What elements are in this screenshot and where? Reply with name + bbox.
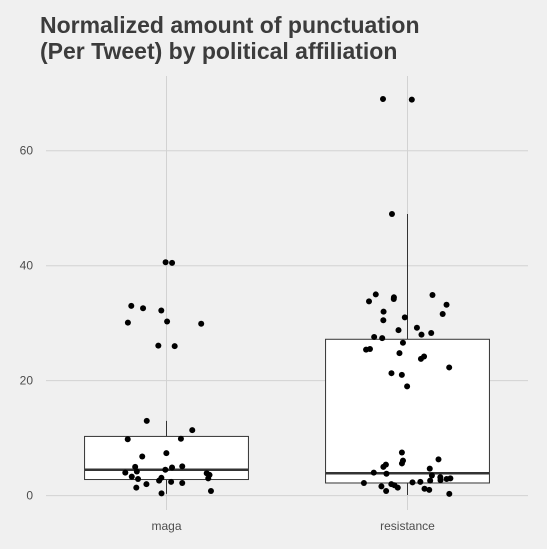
data-point-maga-7 xyxy=(198,320,205,327)
data-point-maga-26 xyxy=(205,475,212,482)
data-point-resistance-38 xyxy=(428,472,435,479)
data-point-resistance-29 xyxy=(398,449,405,456)
data-point-resistance-2 xyxy=(388,210,395,217)
data-point-maga-24 xyxy=(128,473,135,480)
data-point-resistance-28 xyxy=(404,383,411,390)
data-point-resistance-9 xyxy=(380,308,387,315)
data-point-maga-1 xyxy=(169,259,176,266)
x-tick-label-maga: maga xyxy=(151,519,181,533)
box-resistance xyxy=(325,338,490,484)
data-point-maga-9 xyxy=(155,342,162,349)
data-point-resistance-10 xyxy=(439,310,446,317)
data-point-resistance-44 xyxy=(417,478,424,485)
data-point-maga-2 xyxy=(128,302,135,309)
data-point-maga-19 xyxy=(162,466,169,473)
data-point-maga-6 xyxy=(124,319,131,326)
data-point-resistance-25 xyxy=(446,364,453,371)
chart-title-line-1: Normalized amount of punctuation xyxy=(40,12,420,38)
data-point-resistance-16 xyxy=(418,331,425,338)
data-point-resistance-32 xyxy=(398,460,405,467)
data-point-resistance-34 xyxy=(380,463,387,470)
data-point-resistance-8 xyxy=(443,301,450,308)
data-point-resistance-53 xyxy=(383,488,390,495)
data-point-maga-28 xyxy=(156,477,163,484)
data-point-resistance-12 xyxy=(380,317,387,324)
data-point-resistance-21 xyxy=(363,346,370,353)
data-point-maga-27 xyxy=(135,475,142,482)
chart-title: Normalized amount of punctuation (Per Tw… xyxy=(40,12,540,64)
data-point-resistance-11 xyxy=(401,314,408,321)
data-point-maga-16 xyxy=(179,463,186,470)
data-point-resistance-42 xyxy=(437,477,444,484)
data-point-maga-14 xyxy=(163,450,170,457)
data-point-resistance-30 xyxy=(435,456,442,463)
data-point-resistance-24 xyxy=(417,355,424,362)
data-point-resistance-36 xyxy=(370,469,377,476)
data-point-maga-0 xyxy=(162,259,169,266)
data-point-resistance-37 xyxy=(383,470,390,477)
data-point-maga-13 xyxy=(124,436,131,443)
data-point-maga-21 xyxy=(122,469,129,476)
data-point-resistance-52 xyxy=(426,486,433,493)
data-point-resistance-35 xyxy=(426,465,433,472)
data-point-resistance-43 xyxy=(427,477,434,484)
data-point-resistance-45 xyxy=(409,479,416,486)
data-point-resistance-49 xyxy=(378,483,385,490)
data-point-maga-5 xyxy=(164,318,171,325)
data-point-maga-8 xyxy=(171,343,178,350)
data-point-maga-31 xyxy=(143,481,150,488)
data-point-resistance-50 xyxy=(394,484,401,491)
data-point-resistance-0 xyxy=(380,95,387,102)
data-point-resistance-46 xyxy=(360,479,367,486)
y-tick-label-40: 40 xyxy=(20,259,34,273)
data-point-resistance-22 xyxy=(396,350,403,357)
data-point-resistance-13 xyxy=(413,324,420,331)
data-point-resistance-17 xyxy=(371,333,378,340)
x-tick-label-resistance: resistance xyxy=(380,519,435,533)
data-point-resistance-27 xyxy=(398,371,405,378)
data-point-resistance-15 xyxy=(428,329,435,336)
y-tick-label-20: 20 xyxy=(20,374,34,388)
data-point-maga-17 xyxy=(132,463,139,470)
data-point-maga-4 xyxy=(158,307,165,314)
data-point-resistance-54 xyxy=(446,490,453,497)
chart-title-line-2: (Per Tweet) by political affiliation xyxy=(40,38,398,64)
data-point-resistance-19 xyxy=(399,339,406,346)
data-point-maga-15 xyxy=(139,453,146,460)
y-tick-label-60: 60 xyxy=(20,144,34,158)
data-point-maga-34 xyxy=(158,490,165,497)
data-point-resistance-1 xyxy=(408,96,415,103)
data-point-resistance-18 xyxy=(379,335,386,342)
data-point-maga-32 xyxy=(133,484,140,491)
data-point-resistance-4 xyxy=(429,292,436,299)
data-point-maga-30 xyxy=(179,479,186,486)
data-point-resistance-7 xyxy=(366,298,373,305)
data-point-maga-20 xyxy=(133,468,140,475)
data-point-maga-12 xyxy=(177,435,184,442)
data-point-resistance-6 xyxy=(390,296,397,303)
data-point-maga-18 xyxy=(169,464,176,471)
y-tick-label-0: 0 xyxy=(26,489,33,503)
data-point-maga-3 xyxy=(140,305,147,312)
data-point-maga-11 xyxy=(189,427,196,434)
data-point-maga-10 xyxy=(143,417,150,424)
data-point-maga-33 xyxy=(207,488,214,495)
data-point-resistance-3 xyxy=(372,291,379,298)
data-point-resistance-51 xyxy=(421,485,428,492)
data-point-maga-29 xyxy=(168,478,175,485)
data-point-resistance-26 xyxy=(388,370,395,377)
data-point-resistance-14 xyxy=(395,327,402,334)
data-point-resistance-41 xyxy=(443,475,450,482)
box-maga xyxy=(84,435,249,481)
